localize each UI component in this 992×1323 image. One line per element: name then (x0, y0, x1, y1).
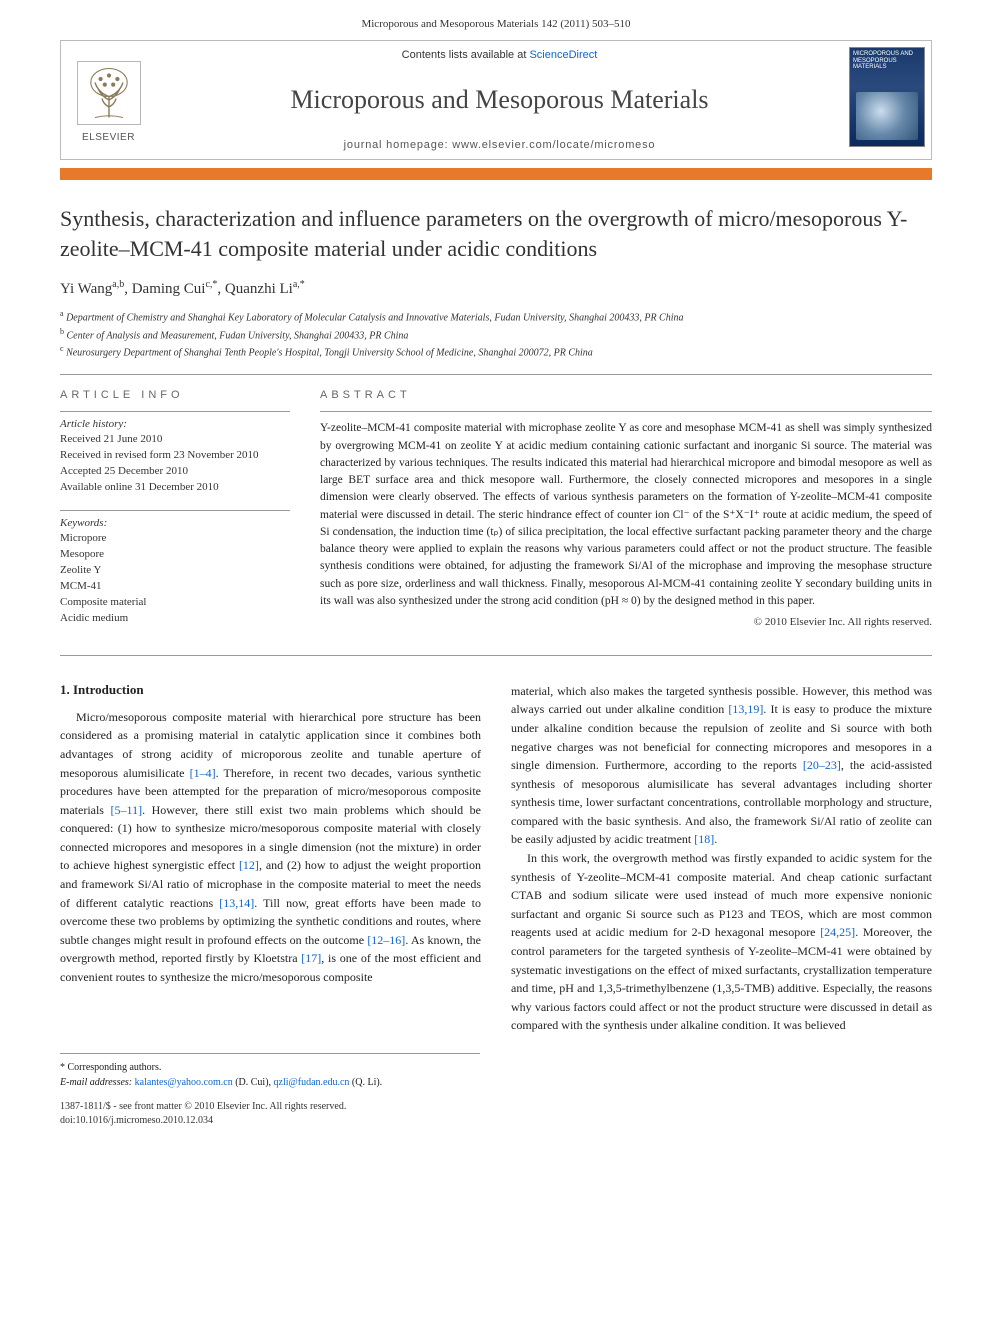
elsevier-tree-icon (74, 58, 144, 128)
history-line: Accepted 25 December 2010 (60, 464, 290, 480)
intro-para-2: In this work, the overgrowth method was … (511, 849, 932, 1035)
history-line: Available online 31 December 2010 (60, 480, 290, 496)
affiliation-line: c Neurosurgery Department of Shanghai Te… (60, 343, 932, 360)
footnote-block: * Corresponding authors. E-mail addresse… (60, 1053, 480, 1090)
abstract-column: ABSTRACT Y-zeolite–MCM-41 composite mate… (320, 389, 932, 640)
affiliation-line: b Center of Analysis and Measurement, Fu… (60, 326, 932, 343)
body-column-right: material, which also makes the targeted … (511, 682, 932, 1035)
introduction-heading: 1. Introduction (60, 682, 481, 698)
keyword-item: Composite material (60, 595, 290, 611)
author-email-link[interactable]: kalantes@yahoo.com.cn (135, 1077, 233, 1088)
history-line: Received 21 June 2010 (60, 432, 290, 448)
history-heading: Article history: (60, 418, 290, 430)
article-info-column: ARTICLE INFO Article history: Received 2… (60, 389, 290, 640)
author-email-link[interactable]: qzli@fudan.edu.cn (274, 1077, 350, 1088)
accent-bar (60, 168, 932, 180)
body-column-left: 1. Introduction Micro/mesoporous composi… (60, 682, 481, 1035)
rule-below-abstract (60, 655, 932, 656)
history-line: Received in revised form 23 November 201… (60, 448, 290, 464)
email-line: E-mail addresses: kalantes@yahoo.com.cn … (60, 1075, 480, 1090)
abstract-text: Y-zeolite–MCM-41 composite material with… (320, 411, 932, 610)
journal-cover-thumbnail: MICROPOROUS AND MESOPOROUS MATERIALS (849, 47, 925, 147)
keyword-item: Zeolite Y (60, 563, 290, 579)
sciencedirect-link[interactable]: ScienceDirect (529, 49, 597, 61)
keyword-item: MCM-41 (60, 579, 290, 595)
author-list: Yi Wanga,b, Daming Cuic,*, Quanzhi Lia,* (60, 279, 932, 298)
running-header: Microporous and Mesoporous Materials 142… (0, 0, 992, 40)
journal-banner: ELSEVIER Contents lists available at Sci… (60, 40, 932, 160)
body-two-column: 1. Introduction Micro/mesoporous composi… (60, 682, 932, 1035)
keywords-block: Keywords: MicroporeMesoporeZeolite YMCM-… (60, 510, 290, 627)
article-info-label: ARTICLE INFO (60, 389, 290, 401)
email-label: E-mail addresses: (60, 1077, 132, 1088)
contents-available-line: Contents lists available at ScienceDirec… (166, 49, 833, 61)
keyword-item: Mesopore (60, 547, 290, 563)
affiliation-list: a Department of Chemistry and Shanghai K… (60, 308, 932, 360)
publisher-block: ELSEVIER (61, 41, 156, 159)
banner-center: Contents lists available at ScienceDirec… (156, 41, 843, 159)
affiliation-line: a Department of Chemistry and Shanghai K… (60, 308, 932, 325)
bottom-meta: 1387-1811/$ - see front matter © 2010 El… (60, 1100, 932, 1128)
rule-above-info (60, 374, 932, 375)
intro-para-1: Micro/mesoporous composite material with… (60, 708, 481, 987)
cover-thumb-wrap: MICROPOROUS AND MESOPOROUS MATERIALS (843, 41, 931, 159)
homepage-url: www.elsevier.com/locate/micromeso (452, 139, 655, 151)
doi-line: doi:10.1016/j.micromeso.2010.12.034 (60, 1114, 932, 1128)
front-matter-line: 1387-1811/$ - see front matter © 2010 El… (60, 1100, 932, 1114)
journal-title: Microporous and Mesoporous Materials (166, 85, 833, 115)
cover-artwork (856, 92, 918, 140)
keywords-heading: Keywords: (60, 517, 290, 529)
keyword-item: Acidic medium (60, 611, 290, 627)
contents-prefix: Contents lists available at (402, 49, 530, 61)
intro-para-1-cont: material, which also makes the targeted … (511, 682, 932, 849)
corresponding-author-note: * Corresponding authors. (60, 1060, 480, 1075)
article-title: Synthesis, characterization and influenc… (60, 204, 932, 263)
keyword-item: Micropore (60, 531, 290, 547)
cover-title-text: MICROPOROUS AND MESOPOROUS MATERIALS (853, 51, 921, 71)
homepage-prefix: journal homepage: (344, 139, 453, 151)
publisher-name: ELSEVIER (82, 132, 135, 143)
article-history-block: Article history: Received 21 June 2010Re… (60, 411, 290, 496)
journal-homepage-line: journal homepage: www.elsevier.com/locat… (166, 139, 833, 151)
abstract-copyright: © 2010 Elsevier Inc. All rights reserved… (320, 616, 932, 628)
info-abstract-row: ARTICLE INFO Article history: Received 2… (60, 389, 932, 640)
abstract-label: ABSTRACT (320, 389, 932, 401)
